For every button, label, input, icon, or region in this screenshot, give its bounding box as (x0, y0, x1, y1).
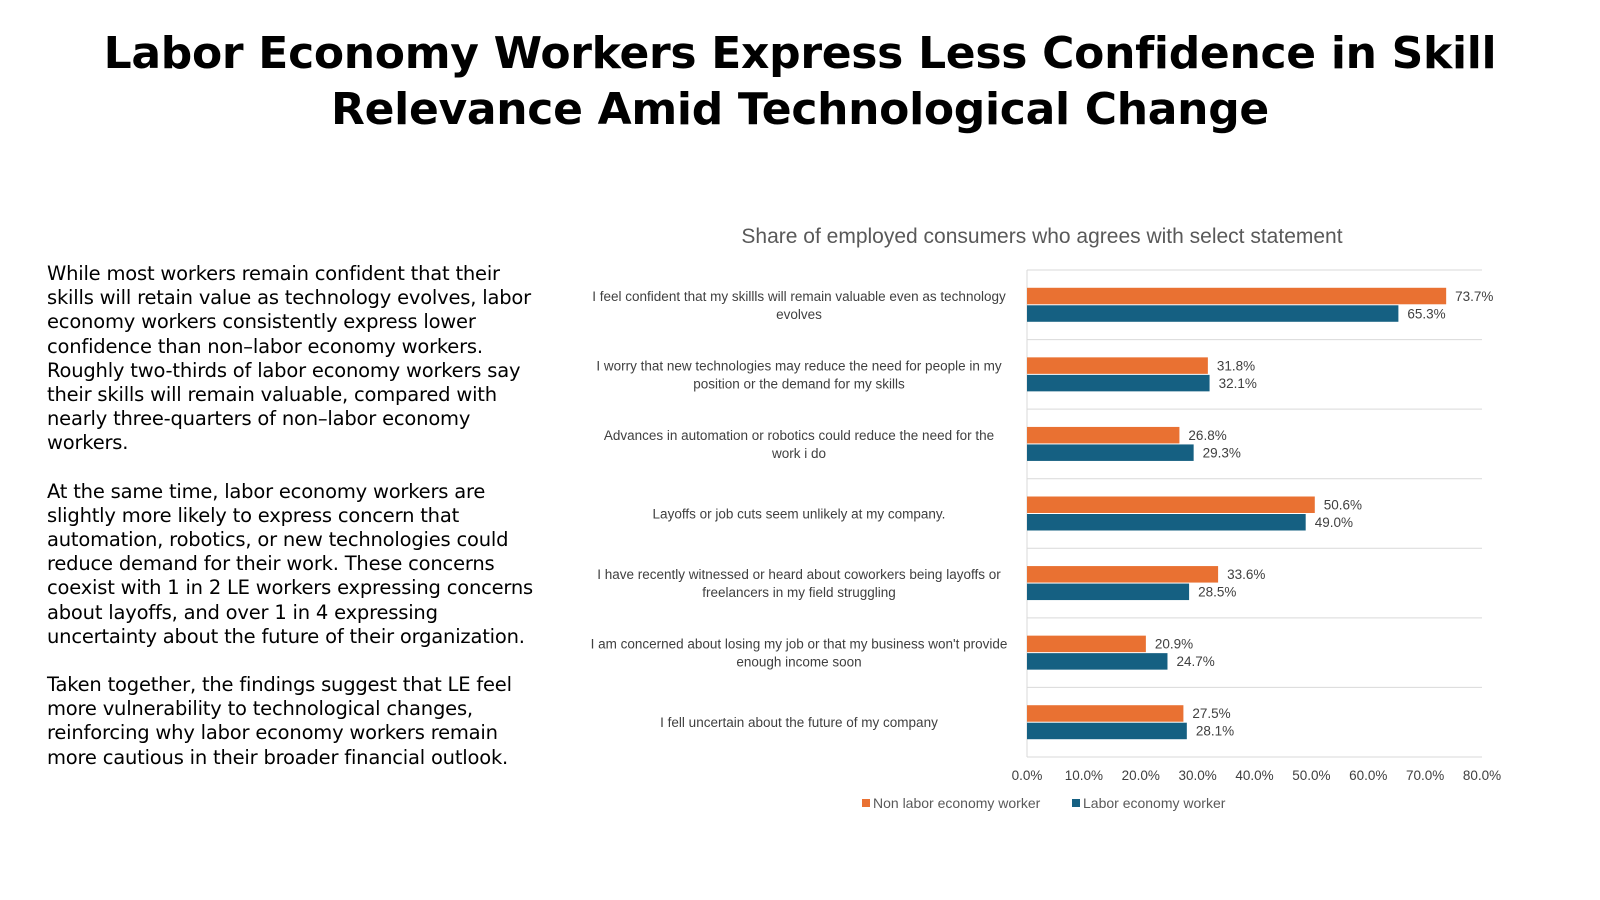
x-tick-label: 10.0% (1065, 768, 1103, 783)
data-label: 50.6% (1324, 498, 1362, 513)
x-tick-label: 40.0% (1235, 768, 1273, 783)
legend-label-labor: Labor economy worker (1083, 795, 1226, 811)
category-label: I am concerned about losing my job or th… (591, 637, 1008, 652)
bar-labor (1027, 722, 1187, 740)
data-label: 32.1% (1219, 376, 1257, 391)
category-label: work i do (771, 446, 826, 461)
x-tick-label: 80.0% (1463, 768, 1501, 783)
category-label: evolves (776, 307, 822, 322)
category-label: I have recently witnessed or heard about… (597, 567, 1001, 582)
data-label: 27.5% (1192, 706, 1230, 721)
x-tick-label: 70.0% (1406, 768, 1444, 783)
bar-non-labor (1027, 705, 1184, 722)
x-tick-label: 30.0% (1178, 768, 1216, 783)
bar-labor (1027, 374, 1210, 392)
bar-non-labor (1027, 635, 1146, 653)
category-label: Advances in automation or robotics could… (604, 428, 994, 443)
x-tick-label: 0.0% (1012, 768, 1043, 783)
data-label: 28.5% (1198, 585, 1236, 600)
bar-labor (1027, 305, 1399, 322)
chart-svg: Share of employed consumers who agrees w… (591, 225, 1502, 811)
data-label: 65.3% (1407, 306, 1445, 321)
category-label: I worry that new technologies may reduce… (596, 358, 1001, 373)
legend-swatch-non-labor (862, 799, 870, 807)
bar-labor (1027, 653, 1168, 670)
legend-swatch-labor (1072, 799, 1080, 807)
bar-non-labor (1027, 426, 1180, 444)
bar-chart: Share of employed consumers who agrees w… (580, 222, 1580, 862)
data-label: 29.3% (1203, 445, 1241, 460)
paragraph-1: While most workers remain confident that… (47, 262, 531, 455)
bar-non-labor (1027, 496, 1315, 513)
data-label: 26.8% (1188, 428, 1226, 443)
bar-non-labor (1027, 357, 1208, 374)
data-label: 73.7% (1455, 289, 1493, 304)
data-label: 20.9% (1155, 637, 1193, 652)
data-label: 31.8% (1217, 358, 1255, 373)
category-label: enough income soon (736, 655, 861, 670)
bar-non-labor (1027, 287, 1447, 305)
data-label: 33.6% (1227, 567, 1265, 582)
category-label: Layoffs or job cuts seem unlikely at my … (653, 507, 946, 522)
category-label: freelancers in my field struggling (702, 585, 896, 600)
category-label: I fell uncertain about the future of my … (660, 715, 938, 730)
x-tick-label: 50.0% (1292, 768, 1330, 783)
category-label: I feel confident that my skillls will re… (592, 289, 1006, 304)
data-label: 28.1% (1196, 724, 1234, 739)
bar-labor (1027, 583, 1190, 601)
bar-non-labor (1027, 566, 1219, 583)
data-label: 24.7% (1176, 654, 1214, 669)
x-tick-label: 60.0% (1349, 768, 1387, 783)
category-label: position or the demand for my skills (693, 376, 905, 391)
paragraph-2: At the same time, labor economy workers … (47, 479, 534, 648)
page-title: Labor Economy Workers Express Less Confi… (103, 28, 1497, 135)
data-label: 49.0% (1315, 515, 1353, 530)
chart-title: Share of employed consumers who agrees w… (741, 225, 1342, 248)
body-text: While most workers remain confident that… (47, 262, 547, 794)
x-tick-label: 20.0% (1122, 768, 1160, 783)
bar-labor (1027, 444, 1194, 461)
bar-labor (1027, 514, 1306, 531)
paragraph-3: Taken together, the findings suggest tha… (47, 673, 512, 769)
legend-label-non-labor: Non labor economy worker (873, 795, 1041, 811)
